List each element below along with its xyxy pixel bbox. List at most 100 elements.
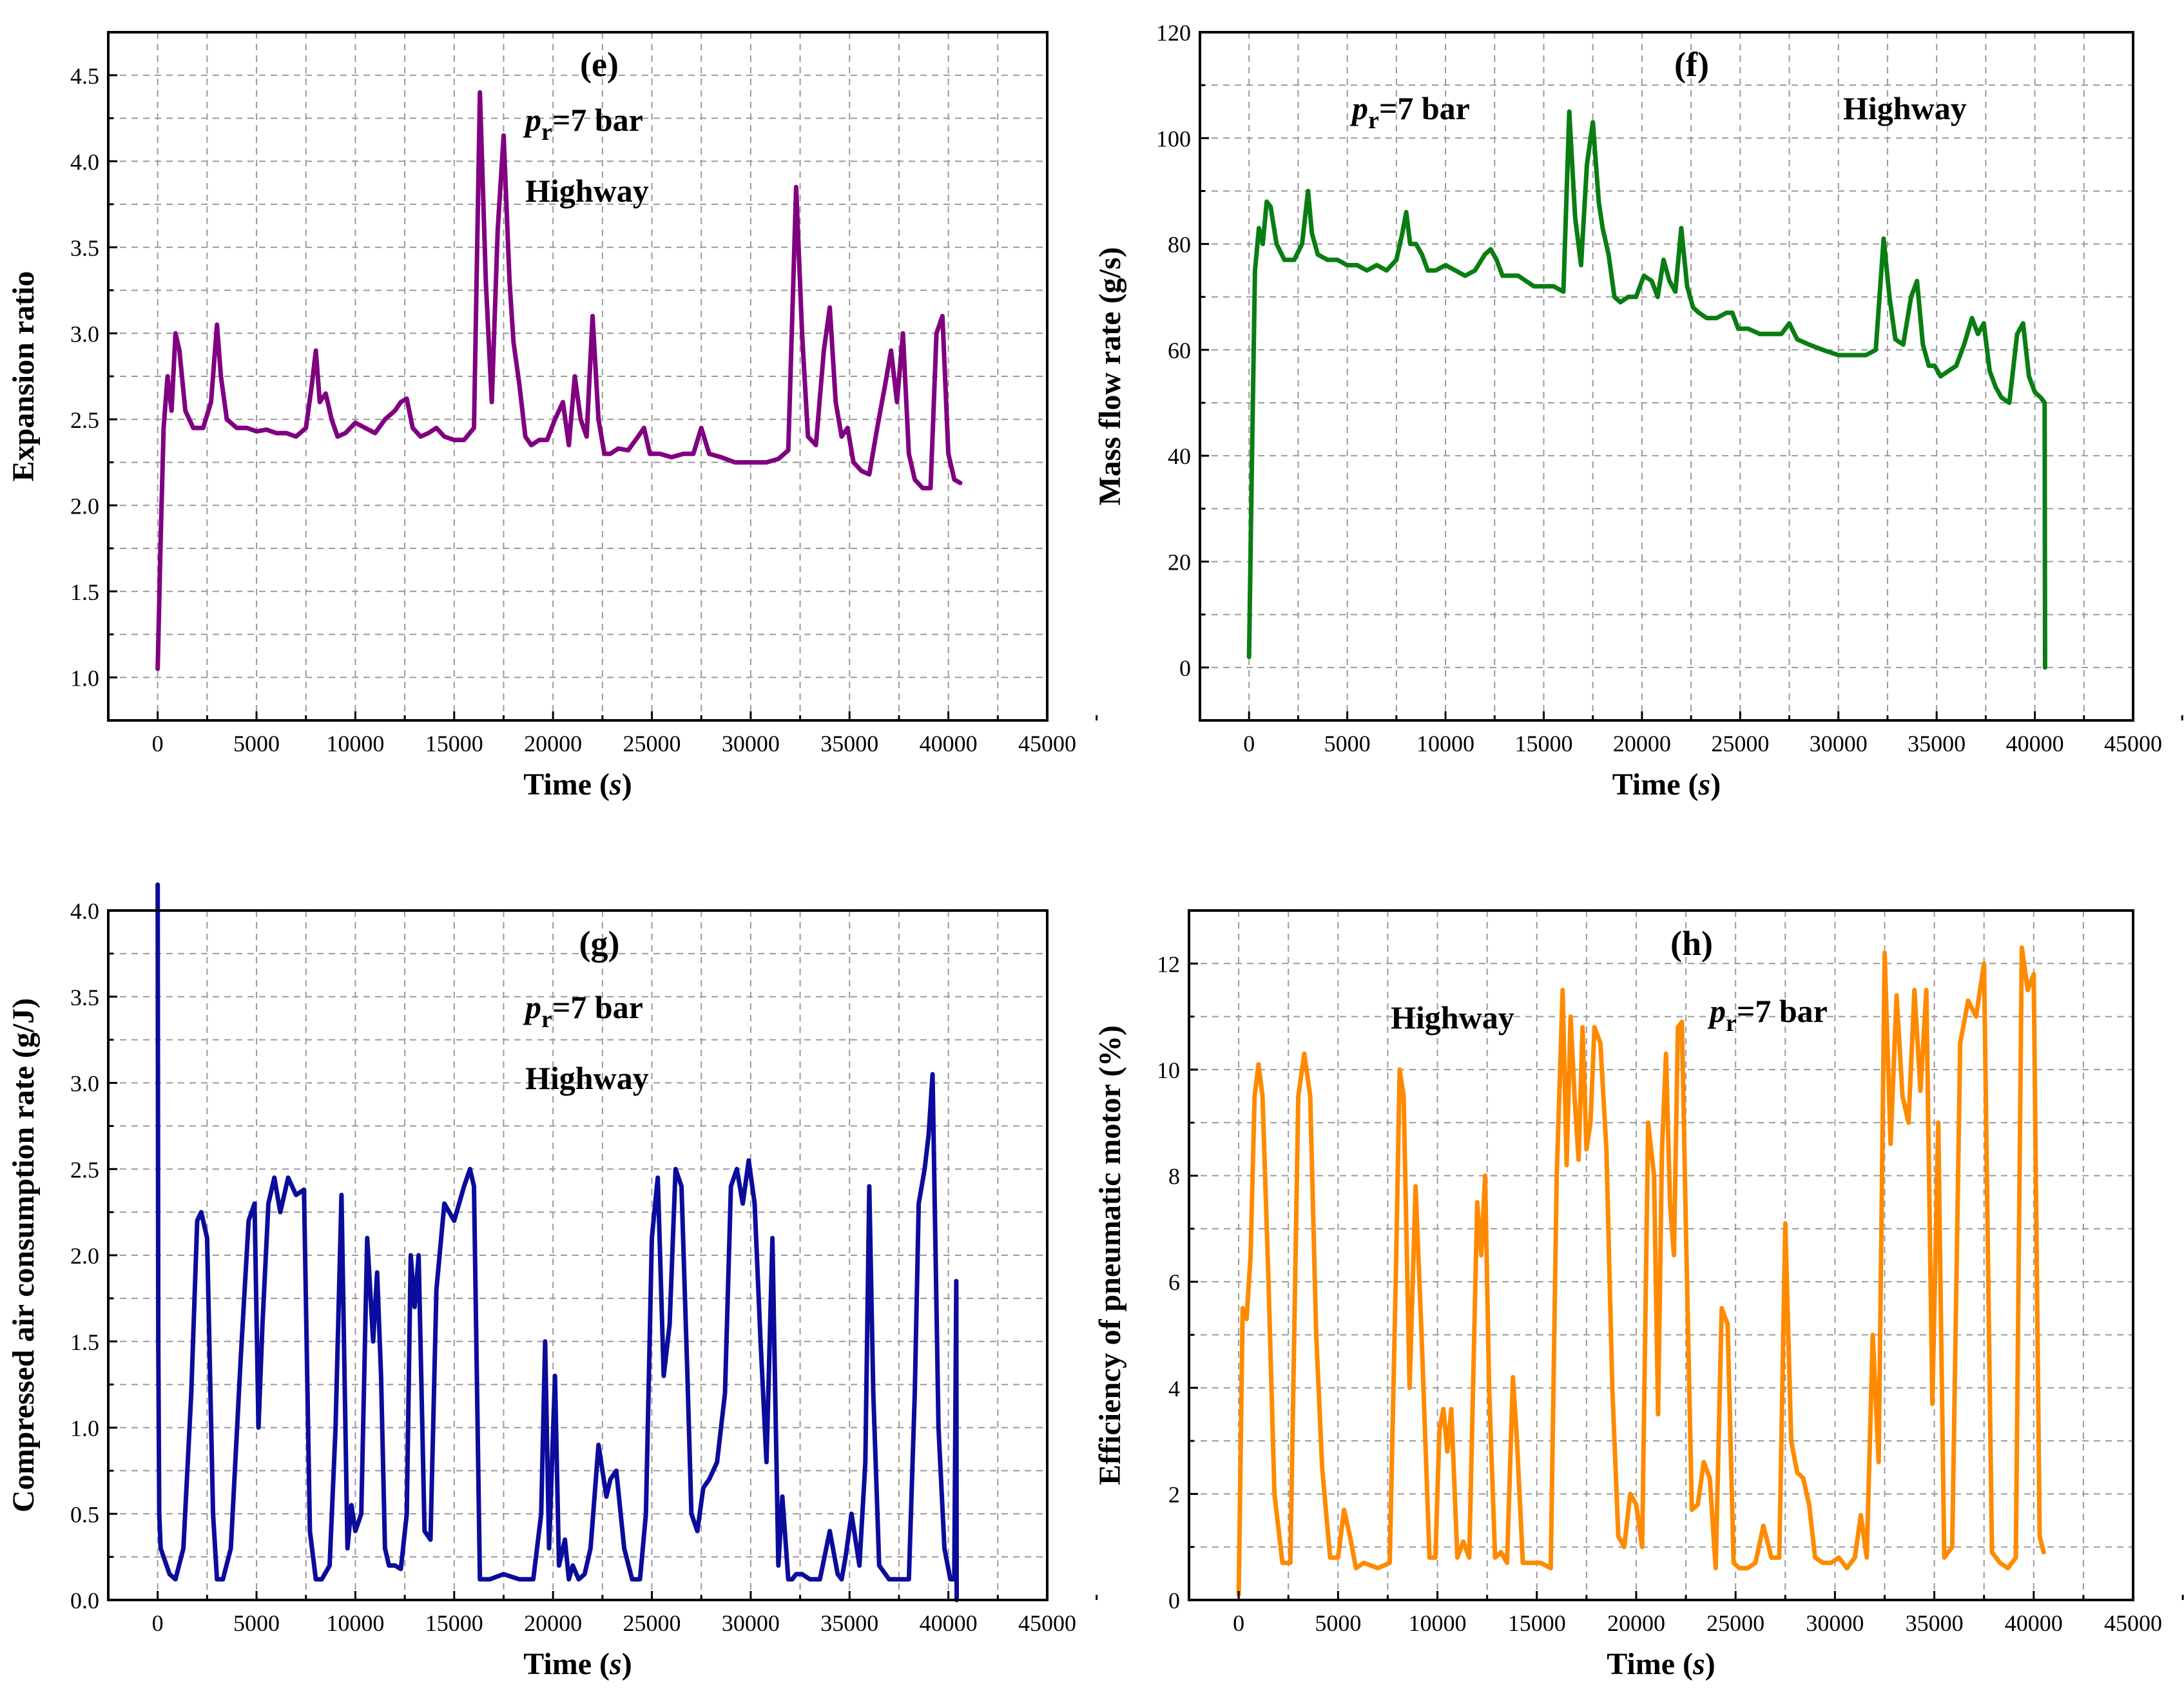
y-tick-label: 4.5 (70, 63, 99, 89)
x-axis-label-var: s (1698, 767, 1711, 802)
y-tick-label: 2.5 (70, 407, 99, 433)
grid (108, 911, 1048, 1600)
y-axis-label: Efficiency of pneumatic motor (%) (1093, 1025, 1127, 1485)
x-tick-label: 25000 (1711, 731, 1769, 756)
y-tick-label: 12 (1157, 951, 1180, 977)
annotation-route: Highway (1391, 999, 1514, 1036)
series-line (1246, 109, 2047, 670)
y-tick-label: 2.5 (70, 1157, 99, 1182)
y-tick-label: 6 (1168, 1269, 1180, 1295)
grid (108, 32, 1048, 720)
annotation-pressure-value: =7 bar (552, 989, 643, 1025)
x-tick-label: 10000 (1409, 1610, 1467, 1636)
y-tick-label: 3.5 (70, 235, 99, 261)
y-tick-label: 3.0 (70, 321, 99, 347)
x-axis-label-main: Time ( (1612, 767, 1699, 802)
x-axis-label-main: Time ( (1607, 1647, 1693, 1681)
x-axis-label-var: s (609, 767, 622, 802)
y-tick-label: 80 (1168, 232, 1191, 258)
panel-label: (g) (579, 924, 620, 963)
x-axis-label-close: ) (622, 1647, 632, 1681)
x-tick-label: 20000 (524, 731, 582, 756)
x-tick-label: 45000 (1018, 731, 1076, 756)
panel-label: (e) (580, 45, 619, 84)
y-tick-label: 0 (1179, 655, 1191, 681)
annotation-pressure: pr=7 bar (523, 989, 643, 1033)
annotation-pressure-value: =7 bar (1737, 993, 1828, 1029)
y-tick-label: 4.0 (70, 898, 99, 924)
x-tick-label: 45000 (1018, 1610, 1076, 1636)
x-tick-label: 30000 (722, 731, 780, 756)
y-tick-label: 2.0 (70, 1243, 99, 1269)
y-tick-label: 100 (1156, 126, 1191, 151)
x-tick-label: 35000 (820, 731, 878, 756)
x-tick-label: 20000 (1613, 731, 1671, 756)
x-tick-label: 45000 (2104, 731, 2162, 756)
chart-panel-e: 0 5000 10000 15000 20000 25000 30000 35000 40000… (6, 31, 1098, 802)
panel-label: (h) (1670, 924, 1713, 963)
series-line (155, 882, 959, 1603)
annotation-pressure-value: =7 bar (1379, 90, 1470, 126)
x-axis-label-var: s (609, 1647, 622, 1681)
annotation-pressure-symbol: p (523, 989, 541, 1025)
annotation-pressure-subscript: r (1368, 107, 1379, 134)
x-tick-label: 40000 (920, 731, 978, 756)
x-tick-label: 15000 (425, 731, 483, 756)
x-tick-label: 5000 (1324, 731, 1371, 756)
y-tick-label: 0.5 (70, 1501, 99, 1527)
x-tick-label: 5000 (233, 731, 280, 756)
x-tick-label: 40000 (2005, 1610, 2063, 1636)
x-tick-label: 15000 (1508, 1610, 1566, 1636)
series-line (1236, 945, 2046, 1597)
y-tick-label: 1.0 (70, 665, 99, 691)
y-tick-label: 1.5 (70, 1329, 99, 1355)
x-tick-label: 0 (152, 731, 164, 756)
y-axis-label: Expansion ratio (6, 271, 41, 482)
x-axis-label-var: s (1692, 1647, 1705, 1681)
y-tick-label: 1.0 (70, 1416, 99, 1441)
series-line (155, 90, 963, 671)
x-axis-label-close: ) (1710, 767, 1721, 802)
y-tick-label: 20 (1168, 550, 1191, 575)
x-tick-label: 35000 (1908, 731, 1966, 756)
annotation-pressure-subscript: r (1726, 1010, 1737, 1037)
y-tick-label: 3.5 (70, 985, 99, 1010)
annotation-pressure-symbol: p (1349, 90, 1368, 126)
y-tick-label: 2 (1168, 1481, 1180, 1507)
x-axis-label-main: Time ( (523, 767, 610, 802)
y-axis-label: Compressed air consumption rate (g/J) (6, 998, 41, 1512)
x-tick-label: 20000 (1607, 1610, 1665, 1636)
x-axis-label: Time (s) (523, 767, 632, 802)
x-tick-label: 5000 (233, 1610, 280, 1636)
x-axis-label: Time (s) (523, 1647, 632, 1681)
annotation-pressure-subscript: r (541, 1006, 552, 1033)
y-tick-label: 0 (1168, 1588, 1180, 1614)
x-tick-label: 15000 (1514, 731, 1572, 756)
annotation-route: Highway (525, 1060, 649, 1096)
y-tick-label: 3.0 (70, 1071, 99, 1097)
x-tick-label: 35000 (1906, 1610, 1964, 1636)
x-axis-label-main: Time ( (523, 1647, 610, 1681)
chart-panel-h: 0 5000 10000 15000 20000 25000 30000 35000 40000… (1093, 909, 2184, 1681)
annotation-route: Highway (525, 173, 649, 209)
y-tick-label: 0.0 (70, 1588, 99, 1614)
x-tick-label: 45000 (2104, 1610, 2162, 1636)
x-tick-label: 0 (1243, 731, 1255, 756)
y-tick-label: 120 (1156, 20, 1191, 46)
x-tick-label: 15000 (425, 1610, 483, 1636)
x-tick-label: 30000 (1810, 731, 1868, 756)
x-tick-label: 25000 (623, 1610, 681, 1636)
x-tick-label: 10000 (326, 1610, 384, 1636)
annotation-pressure-symbol: p (1707, 993, 1726, 1029)
chart-panel-g: 0 5000 10000 15000 20000 25000 30000 35000 40000… (6, 882, 1098, 1681)
plot-frame (1199, 31, 2134, 722)
annotation-pressure: pr=7 bar (1349, 90, 1470, 134)
x-tick-label: 25000 (623, 731, 681, 756)
annotation-pressure: pr=7 bar (1707, 993, 1828, 1037)
x-tick-label: 30000 (722, 1610, 780, 1636)
x-tick-label: 20000 (524, 1610, 582, 1636)
panel-label: (f) (1674, 45, 1709, 84)
annotation-route: Highway (1843, 90, 1967, 126)
y-axis-label: Mass flow rate (g/s) (1093, 247, 1127, 505)
